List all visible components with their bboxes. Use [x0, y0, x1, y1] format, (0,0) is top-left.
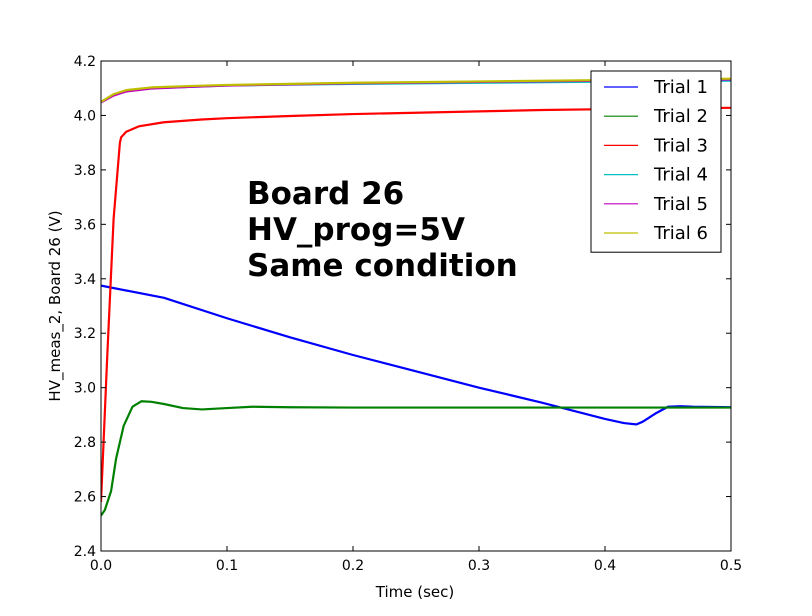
- y-tick-label: 4.2: [74, 54, 96, 70]
- legend-label-3: Trial 3: [653, 135, 708, 156]
- y-axis-ticks: 2.4 2.6 2.8 3.0 3.2 3.4 3.6 3.8 4.0 4.2: [74, 54, 731, 560]
- y-tick-label: 3.6: [74, 217, 96, 233]
- annotation-line-1: Board 26: [247, 176, 404, 212]
- x-tick-label: 0.2: [342, 558, 364, 574]
- legend-label-2: Trial 2: [653, 106, 708, 127]
- annotation-line-2: HV_prog=5V: [247, 212, 465, 248]
- chart-legend: Trial 1 Trial 2 Trial 3 Trial 4 Trial 5 Trial…: [590, 70, 722, 253]
- axes-frame: [100, 60, 732, 552]
- annotation-line-3: Same condition: [247, 248, 518, 284]
- series-line-3: [101, 106, 731, 503]
- legend-label-1: Trial 1: [653, 77, 708, 98]
- legend-label-4: Trial 4: [653, 165, 708, 186]
- chart-annotation: Board 26 HV_prog=5V Same condition: [247, 176, 518, 284]
- legend-label-6: Trial 6: [653, 223, 708, 244]
- x-axis-label: Time (sec): [375, 583, 454, 601]
- series-line-6: [101, 77, 731, 103]
- x-axis-ticks: 0.0 0.1 0.2 0.3 0.4 0.5: [90, 61, 742, 574]
- y-tick-label: 4.0: [74, 108, 96, 124]
- x-tick-label: 0.4: [594, 558, 616, 574]
- y-tick-label: 2.4: [74, 544, 96, 560]
- x-tick-label: 0.1: [216, 558, 238, 574]
- plot-border: [100, 60, 732, 552]
- legend-box: [590, 70, 722, 253]
- y-tick-label: 2.8: [74, 435, 96, 451]
- y-tick-label: 3.0: [74, 381, 96, 397]
- y-tick-label: 3.4: [74, 272, 96, 288]
- x-tick-label: 0.3: [468, 558, 490, 574]
- y-axis-label: HV_meas_2, Board 26 (V): [46, 210, 65, 401]
- series-line-1: [101, 284, 731, 426]
- legend-label-5: Trial 5: [653, 194, 708, 215]
- plot-lines: [101, 77, 731, 517]
- y-tick-label: 2.6: [74, 490, 96, 506]
- y-tick-label: 3.2: [74, 326, 96, 342]
- series-line-2: [101, 400, 731, 517]
- x-tick-label: 0.5: [720, 558, 742, 574]
- y-tick-label: 3.8: [74, 163, 96, 179]
- x-tick-label: 0.0: [90, 558, 112, 574]
